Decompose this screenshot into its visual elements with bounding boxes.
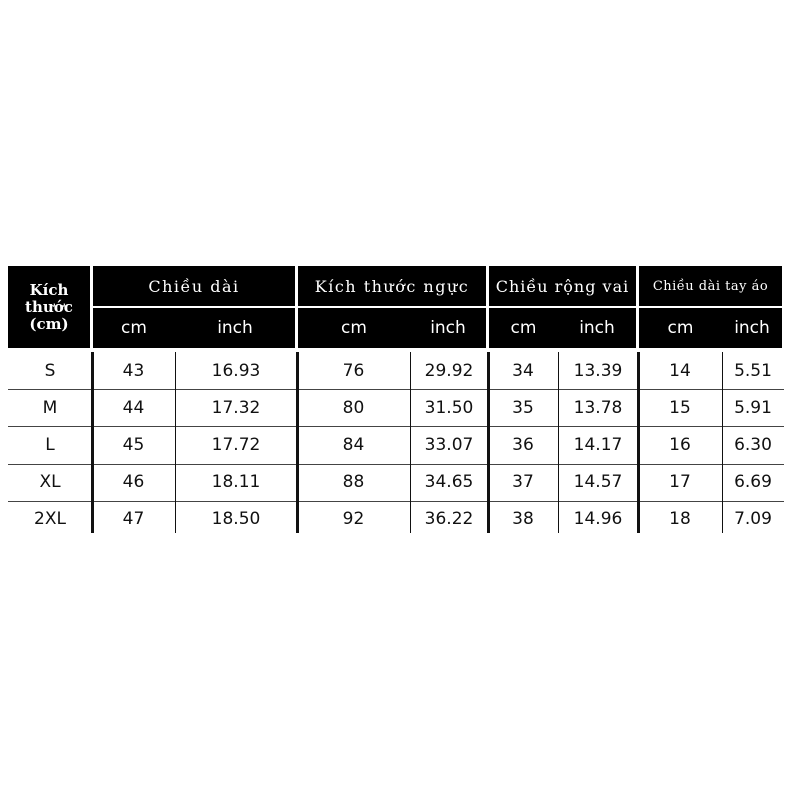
unit-header-cm: cm (298, 308, 410, 348)
group-header: Chiều rộng vai (489, 266, 636, 306)
unit-header-cm: cm (489, 308, 558, 348)
group-header: Kích thước ngực (298, 266, 486, 306)
row-divider (8, 389, 784, 391)
unit-divider (722, 352, 723, 533)
value-cell: 17 (669, 472, 691, 493)
value-cell: 13.39 (573, 360, 623, 381)
value-cell: 18.50 (211, 509, 261, 530)
unit-divider (175, 352, 176, 533)
size-column-header: Kích thước (cm) (8, 266, 90, 348)
value-cell: 5.51 (734, 360, 772, 381)
size-cell: L (45, 434, 55, 455)
value-cell: 14 (669, 360, 691, 381)
unit-header-inch: inch (175, 308, 295, 348)
value-cell: 31.50 (424, 397, 474, 418)
value-cell: 43 (122, 360, 145, 381)
group-divider (487, 352, 490, 533)
value-cell: 34.65 (424, 472, 474, 493)
value-cell: 29.92 (424, 360, 474, 381)
value-cell: 14.17 (573, 434, 623, 455)
value-cell: 44 (122, 397, 145, 418)
unit-header-cm: cm (639, 308, 722, 348)
value-cell: 47 (122, 509, 145, 530)
unit-header-cm: cm (93, 308, 175, 348)
value-cell: 17.72 (211, 434, 261, 455)
value-cell: 16 (669, 434, 691, 455)
group-divider (91, 352, 94, 533)
size-cell: XL (39, 472, 61, 493)
row-divider (8, 426, 784, 428)
value-cell: 17.32 (211, 397, 261, 418)
value-cell: 7.09 (734, 509, 772, 530)
value-cell: 45 (122, 434, 145, 455)
unit-header-inch: inch (410, 308, 486, 348)
value-cell: 18 (669, 509, 691, 530)
value-cell: 92 (342, 509, 365, 530)
group-header: Chiều dài (93, 266, 295, 306)
value-cell: 6.30 (734, 434, 772, 455)
unit-header-inch: inch (722, 308, 782, 348)
row-divider (8, 463, 784, 465)
value-cell: 76 (342, 360, 365, 381)
value-cell: 15 (669, 397, 691, 418)
value-cell: 13.78 (573, 397, 623, 418)
group-header: Chiều dài tay áo (639, 266, 782, 306)
group-divider (637, 352, 640, 533)
value-cell: 14.57 (573, 472, 623, 493)
size-cell: M (42, 397, 58, 418)
unit-divider (410, 352, 411, 533)
size-cell: 2XL (34, 509, 66, 530)
value-cell: 36.22 (424, 509, 474, 530)
row-divider (8, 500, 784, 502)
unit-header-inch: inch (558, 308, 636, 348)
value-cell: 34 (512, 360, 534, 381)
value-cell: 37 (512, 472, 534, 493)
value-cell: 84 (342, 434, 365, 455)
size-chart-table: Kích thước (cm) Chiều dài cm inch Kích thước… (8, 266, 784, 533)
value-cell: 36 (512, 434, 534, 455)
value-cell: 18.11 (211, 472, 261, 493)
size-cell: S (44, 360, 56, 381)
value-cell: 6.69 (734, 472, 772, 493)
value-cell: 80 (342, 397, 365, 418)
value-cell: 16.93 (211, 360, 261, 381)
unit-divider (558, 352, 559, 533)
value-cell: 46 (122, 472, 145, 493)
value-cell: 35 (512, 397, 534, 418)
value-cell: 88 (342, 472, 365, 493)
group-divider (296, 352, 299, 533)
value-cell: 33.07 (424, 434, 474, 455)
value-cell: 38 (512, 509, 534, 530)
value-cell: 5.91 (734, 397, 772, 418)
value-cell: 14.96 (573, 509, 623, 530)
